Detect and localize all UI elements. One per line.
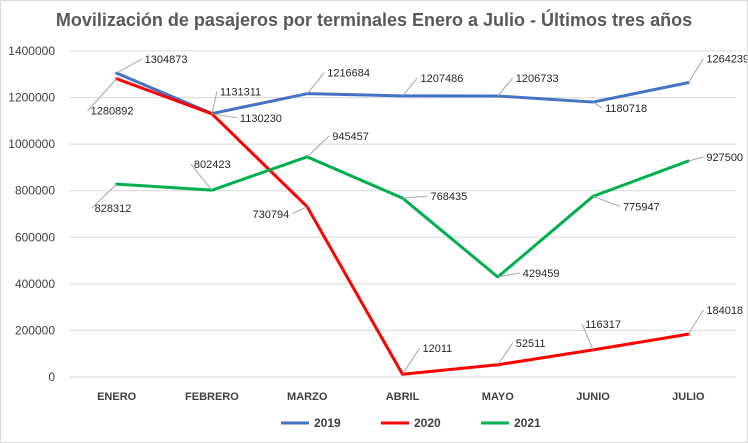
data-label: 429459 xyxy=(523,268,560,280)
x-tick-label: ABRIL xyxy=(386,391,420,403)
data-label: 52511 xyxy=(516,338,546,350)
grid xyxy=(69,50,736,378)
data-label: 1206733 xyxy=(516,73,559,85)
x-tick-label: JUNIO xyxy=(576,391,610,403)
x-tick-label: MAYO xyxy=(482,391,514,403)
data-label: 184018 xyxy=(706,305,743,317)
leader-line xyxy=(497,272,520,278)
leader-line xyxy=(402,77,418,97)
x-tick-label: ENERO xyxy=(97,391,137,403)
y-tick-label: 1000000 xyxy=(8,137,55,151)
leader-line xyxy=(211,91,218,114)
x-tick-label: MARZO xyxy=(287,391,328,403)
x-tick-label: JULIO xyxy=(672,391,705,403)
leader-line xyxy=(687,309,704,335)
leader-line xyxy=(211,113,238,119)
leader-line xyxy=(592,195,621,207)
data-label: 1130230 xyxy=(240,113,282,125)
data-label: 1131311 xyxy=(220,87,261,99)
leader-line xyxy=(306,72,325,95)
x-tick-label: FEBRERO xyxy=(185,391,239,403)
data-label: 775947 xyxy=(623,201,660,213)
y-tick-label: 1400000 xyxy=(8,44,55,58)
data-label: 802423 xyxy=(194,159,231,171)
data-label: 945457 xyxy=(332,131,369,143)
leader-line xyxy=(292,206,308,215)
y-tick-label: 800000 xyxy=(15,184,55,198)
y-tick-label: 0 xyxy=(48,370,55,384)
y-axis: 0 200000 400000 600000 800000 1000000 1200000 1… xyxy=(8,44,55,384)
leader-line xyxy=(402,195,428,199)
chart-title: Movilización de pasajeros por terminales… xyxy=(56,9,692,30)
data-labels: 1304873 1131311 1216684 1207486 1206733 11807… xyxy=(87,54,747,375)
data-label: 12011 xyxy=(423,343,453,355)
y-tick-label: 200000 xyxy=(15,323,55,337)
series-line-2019 xyxy=(115,71,690,116)
leader-line xyxy=(688,156,704,162)
leader-line xyxy=(497,342,514,366)
legend-label: 2021 xyxy=(514,416,541,430)
leader-line xyxy=(592,101,603,109)
data-label: 116317 xyxy=(585,319,621,331)
legend-label: 2020 xyxy=(414,416,441,430)
y-tick-label: 600000 xyxy=(15,230,55,244)
leader-line xyxy=(581,323,594,351)
data-label: 1180718 xyxy=(605,103,647,115)
series-line-2021 xyxy=(115,155,690,279)
legend: 2019 2020 2021 xyxy=(281,416,541,430)
data-label: 927500 xyxy=(706,152,743,164)
data-label: 768435 xyxy=(431,191,468,203)
y-tick-label: 1200000 xyxy=(8,91,55,105)
data-label: 1264239 xyxy=(706,54,747,66)
y-tick-label: 400000 xyxy=(15,277,55,291)
leader-line xyxy=(91,183,117,209)
leader-line xyxy=(116,58,142,74)
leader-line xyxy=(306,135,330,158)
leader-line xyxy=(87,78,118,112)
x-axis: ENERO FEBRERO MARZO ABRIL MAYO JUNIO JULIO xyxy=(97,391,705,403)
data-label: 828312 xyxy=(95,203,132,215)
data-label: 1280892 xyxy=(91,106,134,118)
data-label: 730794 xyxy=(252,209,289,221)
legend-label: 2019 xyxy=(314,416,341,430)
leader-line xyxy=(402,347,420,375)
leader-line xyxy=(190,163,213,191)
data-label: 1216684 xyxy=(327,68,370,80)
data-label: 1304873 xyxy=(145,54,188,66)
data-label: 1207486 xyxy=(421,73,464,85)
leader-line xyxy=(687,58,704,83)
leader-line xyxy=(497,77,514,97)
